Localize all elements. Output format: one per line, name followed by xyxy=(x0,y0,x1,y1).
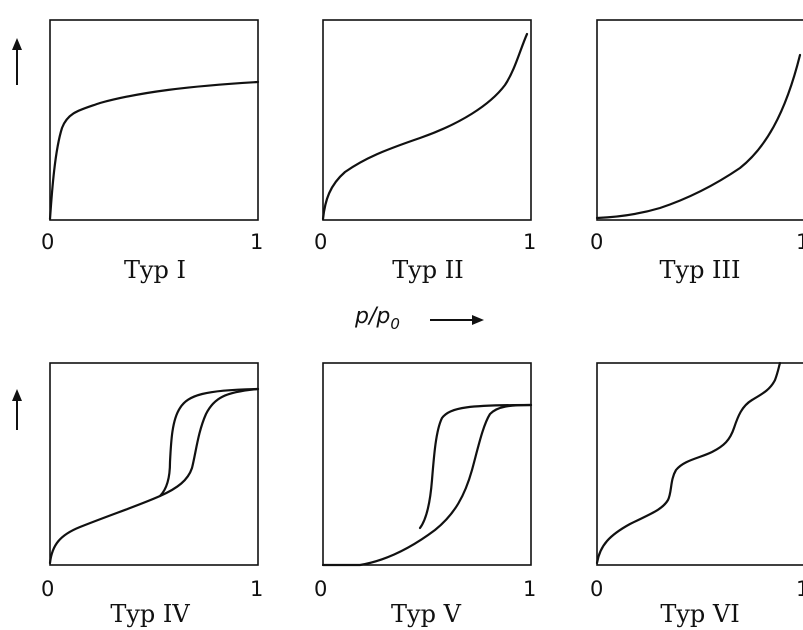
panel-frame xyxy=(596,19,803,221)
panel-caption: Typ I xyxy=(124,256,186,284)
isotherm-desorption-branch xyxy=(158,387,260,498)
isotherm-adsorption-branch xyxy=(321,403,533,567)
panel-caption: Typ IV xyxy=(110,600,190,628)
panel-frame xyxy=(49,19,259,221)
tick-max: 1 xyxy=(523,577,536,601)
x-axis-label-text: p/p0 xyxy=(354,304,400,333)
panel-caption: Typ III xyxy=(660,256,741,284)
panel-caption: Typ II xyxy=(392,256,464,284)
panel-caption: Typ VI xyxy=(660,600,739,628)
panel-frame xyxy=(49,362,259,566)
panel-frame xyxy=(322,19,532,221)
panel-typ-4: 0 1 Typ IV xyxy=(41,362,263,628)
x-axis-label-subscript: 0 xyxy=(390,315,400,333)
panel-typ-6: 0 1 Typ VI xyxy=(590,361,803,628)
tick-max: 1 xyxy=(796,230,803,254)
x-axis-label: p/p0 xyxy=(354,304,484,333)
panel-typ-3: 0 1 Typ III xyxy=(590,19,803,284)
tick-max: 1 xyxy=(523,230,536,254)
tick-max: 1 xyxy=(796,577,803,601)
panel-typ-5: 0 1 Typ V xyxy=(314,362,536,628)
isotherm-curve xyxy=(48,80,260,221)
tick-min: 0 xyxy=(314,230,327,254)
panel-frame xyxy=(322,362,532,566)
tick-min: 0 xyxy=(314,577,327,601)
panel-caption: Typ V xyxy=(391,600,462,628)
y-axis-arrow-bottom xyxy=(12,389,22,430)
panel-frame xyxy=(596,362,803,566)
isotherm-curve xyxy=(595,361,782,565)
y-axis-arrow-top xyxy=(12,38,22,85)
tick-max: 1 xyxy=(250,577,263,601)
isotherm-curve xyxy=(595,53,802,220)
panel-typ-1: 0 1 Typ I xyxy=(41,19,263,284)
tick-min: 0 xyxy=(590,230,603,254)
tick-min: 0 xyxy=(590,577,603,601)
isotherm-desorption-branch xyxy=(418,403,533,530)
tick-max: 1 xyxy=(250,230,263,254)
panel-typ-2: 0 1 Typ II xyxy=(314,19,536,284)
tick-min: 0 xyxy=(41,230,54,254)
isotherm-adsorption-branch xyxy=(48,387,260,565)
isotherm-curve xyxy=(321,32,529,221)
tick-min: 0 xyxy=(41,577,54,601)
